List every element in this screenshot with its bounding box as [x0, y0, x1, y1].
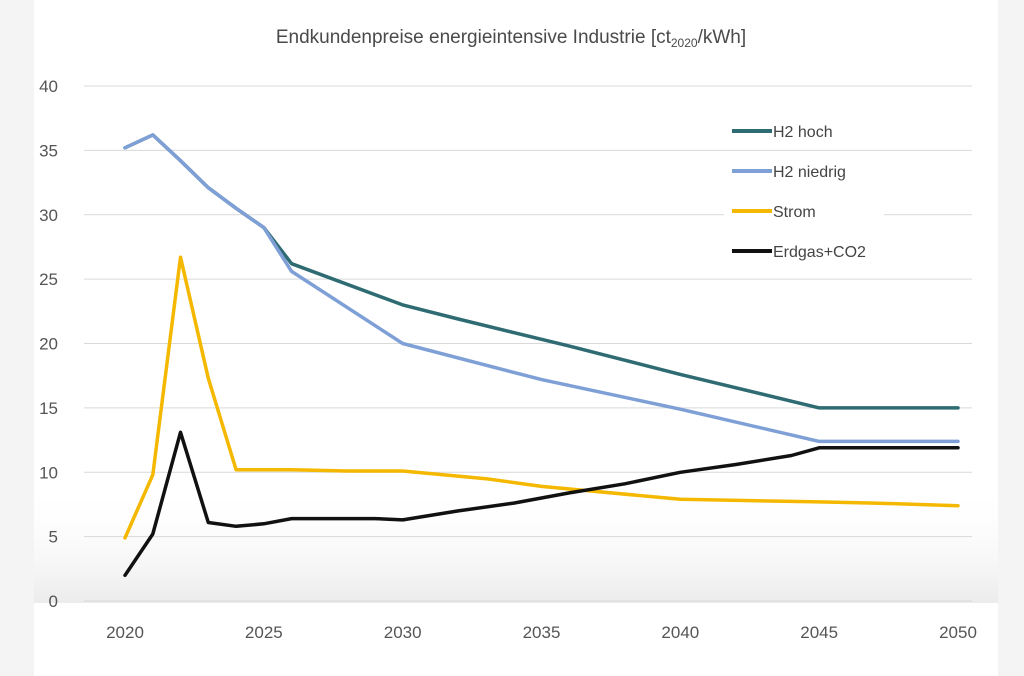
- series-line-strom: [123, 255, 960, 540]
- x-tick-label: 2035: [523, 623, 561, 642]
- x-tick-label: 2050: [939, 623, 977, 642]
- legend-label: Erdgas+CO2: [773, 244, 866, 261]
- y-tick-label: 10: [39, 463, 58, 482]
- chart-title: Endkundenpreise energieintensive Industr…: [276, 27, 746, 50]
- legend-item: Erdgas+CO2: [724, 238, 884, 264]
- bottom-shade: [34, 485, 998, 603]
- x-tick-label: 2025: [245, 623, 283, 642]
- chart-svg: Endkundenpreise energieintensive Industr…: [34, 27, 998, 642]
- legend-item: H2 hoch: [724, 118, 884, 144]
- x-tick-label: 2020: [106, 623, 144, 642]
- y-tick-label: 25: [39, 270, 58, 289]
- chart-title-main: Endkundenpreise energieintensive Industr…: [276, 27, 672, 48]
- legend-label: H2 hoch: [773, 124, 833, 141]
- y-tick-label: 15: [39, 399, 58, 418]
- series-line-erdgas-co2: [123, 430, 960, 578]
- x-tick-label: 2040: [661, 623, 699, 642]
- chart-card: Endkundenpreise energieintensive Industr…: [34, 0, 998, 676]
- legend-label: H2 niedrig: [773, 164, 846, 181]
- x-tick-label: 2045: [800, 623, 838, 642]
- legend-item: H2 niedrig: [724, 158, 884, 184]
- x-tick-label: 2030: [384, 623, 422, 642]
- legend: H2 hoch H2 niedrig Strom Erdgas+CO2: [724, 118, 884, 264]
- chart-title-end: /kWh]: [698, 27, 747, 48]
- series-line-h2-niedrig: [123, 133, 960, 444]
- legend-label: Strom: [773, 204, 816, 221]
- y-tick-label: 30: [39, 206, 58, 225]
- legend-item: Strom: [724, 198, 884, 224]
- y-tick-label: 35: [39, 141, 58, 160]
- series-lines: [123, 133, 960, 578]
- y-tick-label: 0: [49, 592, 58, 611]
- y-tick-label: 40: [39, 77, 58, 96]
- y-tick-label: 5: [49, 528, 58, 547]
- y-tick-label: 20: [39, 335, 58, 354]
- chart-title-subscript: 2020: [671, 36, 698, 50]
